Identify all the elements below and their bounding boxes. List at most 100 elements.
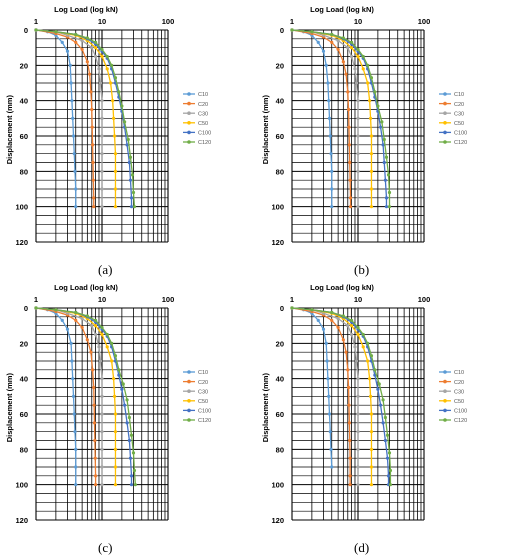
x-tick-label: 100 [418, 17, 431, 26]
data-point [341, 36, 345, 40]
y-tick-label: 60 [20, 410, 28, 419]
y-tick-label: 120 [271, 516, 284, 525]
data-point [74, 205, 78, 209]
data-point [122, 120, 127, 124]
data-point [100, 47, 104, 52]
data-point [347, 403, 351, 407]
data-point [387, 451, 392, 455]
data-point [125, 421, 129, 425]
legend-label: C120 [454, 140, 467, 146]
data-point [100, 134, 104, 138]
series-C120 [290, 28, 392, 209]
data-point [74, 310, 78, 315]
data-point [90, 324, 94, 328]
data-point [113, 412, 118, 416]
legend-marker [187, 408, 191, 413]
data-point [85, 36, 89, 40]
data-point [70, 359, 74, 363]
data-point [120, 104, 124, 108]
data-point [100, 99, 104, 103]
data-point [369, 152, 374, 156]
data-point [388, 468, 393, 473]
data-point [336, 325, 340, 330]
data-point [94, 324, 98, 328]
data-point [361, 332, 365, 337]
data-point [344, 72, 348, 76]
data-point [356, 430, 360, 434]
data-point [369, 447, 374, 451]
legend-label: C50 [454, 121, 464, 127]
data-point [356, 394, 360, 398]
data-point [88, 72, 92, 76]
data-point [69, 81, 73, 85]
data-point [336, 47, 340, 52]
data-point [341, 314, 345, 318]
legend-label: C120 [198, 418, 211, 424]
legend-label: C50 [198, 121, 208, 127]
data-point [97, 67, 101, 71]
data-point [328, 430, 332, 434]
data-point [109, 81, 113, 85]
data-point [100, 465, 104, 469]
legend-label: C100 [454, 409, 467, 415]
legend-label: C10 [198, 92, 208, 98]
y-axis-title: Displacement (mm) [5, 373, 14, 443]
data-point [346, 324, 350, 328]
data-point [356, 332, 360, 337]
data-point [361, 54, 365, 59]
data-point [34, 28, 38, 32]
legend-marker [443, 379, 447, 384]
data-point [350, 54, 354, 59]
data-point [80, 47, 84, 52]
data-point [117, 90, 121, 94]
data-point [126, 137, 130, 142]
data-point [387, 205, 392, 209]
legend-label: C30 [198, 389, 208, 395]
data-point [384, 205, 389, 209]
data-point [336, 39, 340, 43]
data-point [356, 134, 360, 138]
data-point [74, 32, 78, 37]
y-tick-label: 40 [276, 375, 284, 384]
legend-marker [187, 418, 191, 422]
data-point [369, 465, 374, 469]
legend-label: C50 [198, 399, 208, 405]
legend-label: C10 [454, 92, 464, 98]
data-point [113, 430, 118, 434]
legend: C10 C20 C30 C50 C100 C120 [183, 92, 211, 146]
data-point [34, 306, 38, 310]
y-tick-label: 60 [20, 132, 28, 141]
data-point [348, 160, 352, 165]
series-C120 [34, 28, 137, 209]
data-point [327, 412, 332, 416]
legend-marker [187, 121, 191, 125]
legend-marker [187, 140, 191, 144]
data-point [90, 107, 94, 112]
data-point [341, 338, 345, 342]
data-point [94, 46, 98, 50]
data-point [94, 54, 98, 59]
legend-marker [187, 370, 191, 374]
data-point [105, 345, 109, 349]
series-C120 [290, 306, 393, 487]
data-point [74, 483, 78, 487]
data-point [74, 465, 78, 469]
data-point [330, 465, 334, 469]
data-point [129, 196, 134, 200]
legend-marker [443, 370, 447, 374]
data-point [94, 318, 98, 322]
data-point [341, 60, 345, 64]
data-point [368, 99, 372, 103]
data-point [92, 196, 96, 200]
data-point [325, 359, 329, 363]
data-point [60, 40, 64, 44]
y-tick-label: 0 [24, 26, 28, 35]
data-point [113, 152, 118, 156]
data-point [90, 46, 94, 50]
data-point [120, 387, 124, 391]
data-point [369, 354, 374, 358]
data-point [328, 134, 332, 138]
legend-marker [187, 389, 191, 393]
data-point [121, 382, 125, 386]
